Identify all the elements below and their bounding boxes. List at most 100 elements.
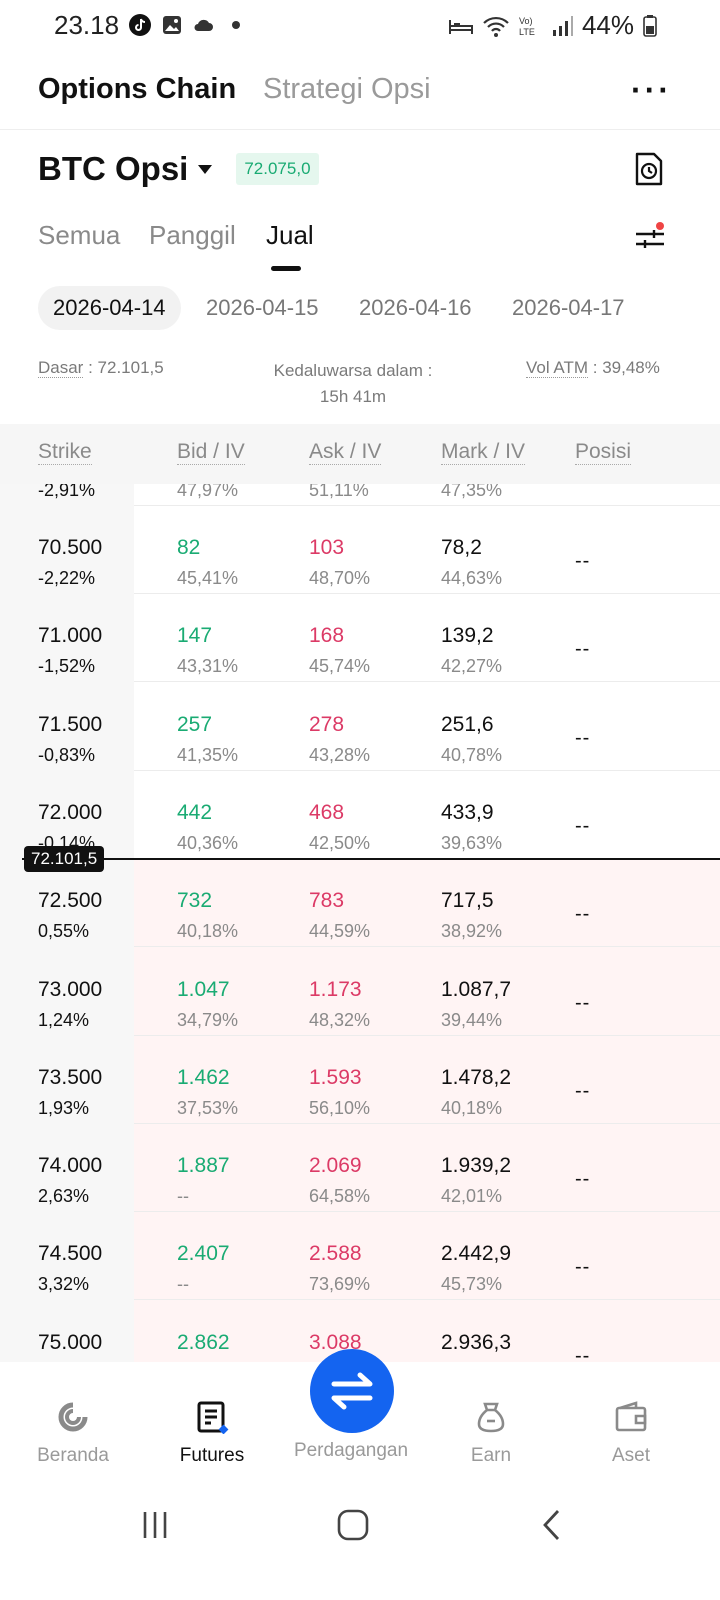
- tab-jual[interactable]: Jual: [266, 220, 314, 250]
- mark-price: 433,9: [441, 800, 494, 824]
- bid-iv: 47,97%: [177, 484, 239, 500]
- mark-iv: 47,35%: [441, 484, 503, 500]
- mark-price: 139,2: [441, 624, 494, 648]
- mark-price: 1.939,2: [441, 1154, 512, 1178]
- tab-panggil[interactable]: Panggil: [149, 220, 236, 250]
- mark-iv: 40,78%: [441, 744, 503, 765]
- date-chip[interactable]: 2026-04-17: [512, 295, 625, 320]
- nav-futures[interactable]: Futures: [142, 1400, 282, 1467]
- ask-iv: 48,70%: [309, 568, 371, 588]
- position-value: --: [575, 903, 591, 926]
- nav-beranda[interactable]: Beranda: [3, 1400, 143, 1467]
- system-navigation-bar: [0, 1480, 720, 1600]
- strike-price: 72.000: [38, 800, 103, 824]
- ask-price: 2.588: [309, 1242, 362, 1266]
- ask-iv: 51,11%: [309, 484, 369, 500]
- header-strike: Strike: [38, 440, 92, 465]
- table-row[interactable]: 73.500 1,93% 1.462 37,53% 1.593 56,10% 1.478,2…: [0, 1036, 720, 1124]
- ask-iv: 42,50%: [309, 832, 371, 853]
- ask-iv: 64,58%: [309, 1186, 371, 1207]
- back-icon[interactable]: [536, 1508, 570, 1542]
- table-row[interactable]: 74.500 3,32% 2.407 -- 2.588 73,69% 2.442,9 45,7…: [0, 1212, 720, 1301]
- more-menu-button[interactable]: ···: [631, 72, 672, 108]
- date-chip[interactable]: 2026-04-14: [38, 286, 181, 330]
- table-row[interactable]: 70.500 -2,22% 82 45,41% 103 48,70% 78,2 44,63% -…: [0, 506, 720, 594]
- bed-mode-icon: [448, 19, 473, 34]
- nav-earn[interactable]: Earn: [421, 1400, 561, 1467]
- ask-iv: 44,59%: [309, 921, 371, 942]
- swap-arrows-icon: [331, 1372, 373, 1410]
- signal-icon: [552, 15, 573, 36]
- filter-settings-icon[interactable]: [634, 222, 666, 252]
- tab-options-chain[interactable]: Options Chain: [38, 73, 237, 105]
- ask-price: 168: [309, 624, 345, 648]
- home-button-icon[interactable]: [336, 1508, 370, 1542]
- atm-label: Vol ATM: [526, 358, 589, 378]
- mark-iv: 44,63%: [441, 568, 503, 588]
- bid-iv: --: [177, 1186, 189, 1207]
- ask-iv: 56,10%: [309, 1097, 371, 1118]
- bid-price: 82: [177, 536, 201, 559]
- earn-icon: [477, 1402, 505, 1433]
- strike-change: -0,83%: [38, 744, 96, 765]
- tiktok-icon: [129, 14, 151, 36]
- futures-icon: [197, 1401, 229, 1435]
- asset-name[interactable]: BTC Opsi: [38, 150, 189, 187]
- position-value: --: [575, 991, 591, 1014]
- bid-iv: 37,53%: [177, 1097, 239, 1118]
- strike-price: 70.500: [38, 536, 103, 559]
- header-ask: Ask / IV: [309, 440, 382, 465]
- strike-price: 74.500: [38, 1242, 103, 1266]
- row-divider: [134, 1122, 720, 1124]
- mark-price: 1.087,7: [441, 977, 512, 1001]
- bid-price: 1.462: [177, 1065, 230, 1089]
- table-row[interactable]: 75.0004,01%2.862--3.08882,85%2.936,348,9…: [0, 1301, 720, 1362]
- strike-price: 73.500: [38, 1065, 103, 1089]
- position-value: --: [575, 550, 591, 572]
- mark-iv: 39,44%: [441, 1009, 503, 1030]
- mark-price: 717,5: [441, 889, 494, 913]
- ask-iv: 45,74%: [309, 656, 371, 677]
- underlying-price: Dasar : 72.101,5: [38, 358, 164, 378]
- atm-volatility: Vol ATM : 39,48%: [526, 358, 660, 378]
- bid-iv: 40,36%: [177, 832, 239, 853]
- tab-semua[interactable]: Semua: [38, 220, 121, 250]
- position-value: --: [575, 814, 591, 837]
- tab-strategi-opsi[interactable]: Strategi Opsi: [263, 73, 431, 105]
- asset-price-badge: 72.075,0: [236, 153, 319, 185]
- bid-iv: 34,79%: [177, 1009, 239, 1030]
- status-time: 23.18: [54, 10, 120, 40]
- home-icon: [58, 1402, 88, 1432]
- table-row[interactable]: 74.000 2,63% 1.887 -- 2.069 64,58% 1.939,2 42,0…: [0, 1124, 720, 1213]
- recent-apps-icon[interactable]: [138, 1508, 172, 1542]
- status-bar: 23.18 Vo) LTE 44%: [0, 0, 720, 52]
- bid-iv: 45,41%: [177, 568, 239, 588]
- strike-change: -2,91%: [38, 484, 96, 500]
- table-row[interactable]: 73.000 1,24% 1.047 34,79% 1.173 48,32% 1.087,7…: [0, 948, 720, 1036]
- row-divider: [134, 593, 720, 594]
- table-row-partial: -2,91% 47,97% 51,11% 47,35%: [0, 484, 720, 506]
- asset-selector[interactable]: BTC Opsi 72.075,0: [38, 150, 319, 188]
- trade-button[interactable]: [310, 1349, 394, 1433]
- nav-label: Aset: [611, 1445, 651, 1466]
- nav-perdagangan[interactable]: Perdagangan: [281, 1400, 421, 1462]
- date-chip[interactable]: 2026-04-15: [206, 295, 319, 320]
- mark-price: 1.478,2: [441, 1065, 512, 1089]
- caret-down-icon[interactable]: [198, 164, 213, 174]
- date-chip[interactable]: 2026-04-16: [359, 295, 472, 320]
- order-history-icon[interactable]: [634, 152, 664, 186]
- nav-label: Earn: [470, 1445, 512, 1466]
- bid-price: 2.407: [177, 1242, 230, 1266]
- expiry-value: 15h 41m: [319, 387, 387, 406]
- table-row[interactable]: 72.500 0,55% 732 40,18% 783 44,59% 717,5 38,92%…: [0, 859, 720, 948]
- strike-price: 73.000: [38, 977, 103, 1001]
- strike-change: -1,52%: [38, 656, 96, 677]
- nav-aset[interactable]: Aset: [561, 1400, 701, 1467]
- table-row[interactable]: 72.000 -0,14% 442 40,36% 468 42,50% 433,9 39,63…: [0, 771, 720, 859]
- ask-price: 103: [309, 536, 345, 559]
- wifi-icon: [483, 16, 509, 37]
- table-row[interactable]: 71.500 -0,83% 257 41,35% 278 43,28% 251,6 40,78…: [0, 683, 720, 771]
- table-row[interactable]: 71.000 -1,52% 147 43,31% 168 45,74% 139,2 42,27…: [0, 594, 720, 683]
- ask-price: 1.593: [309, 1065, 362, 1089]
- nav-label: Perdagangan: [293, 1440, 409, 1461]
